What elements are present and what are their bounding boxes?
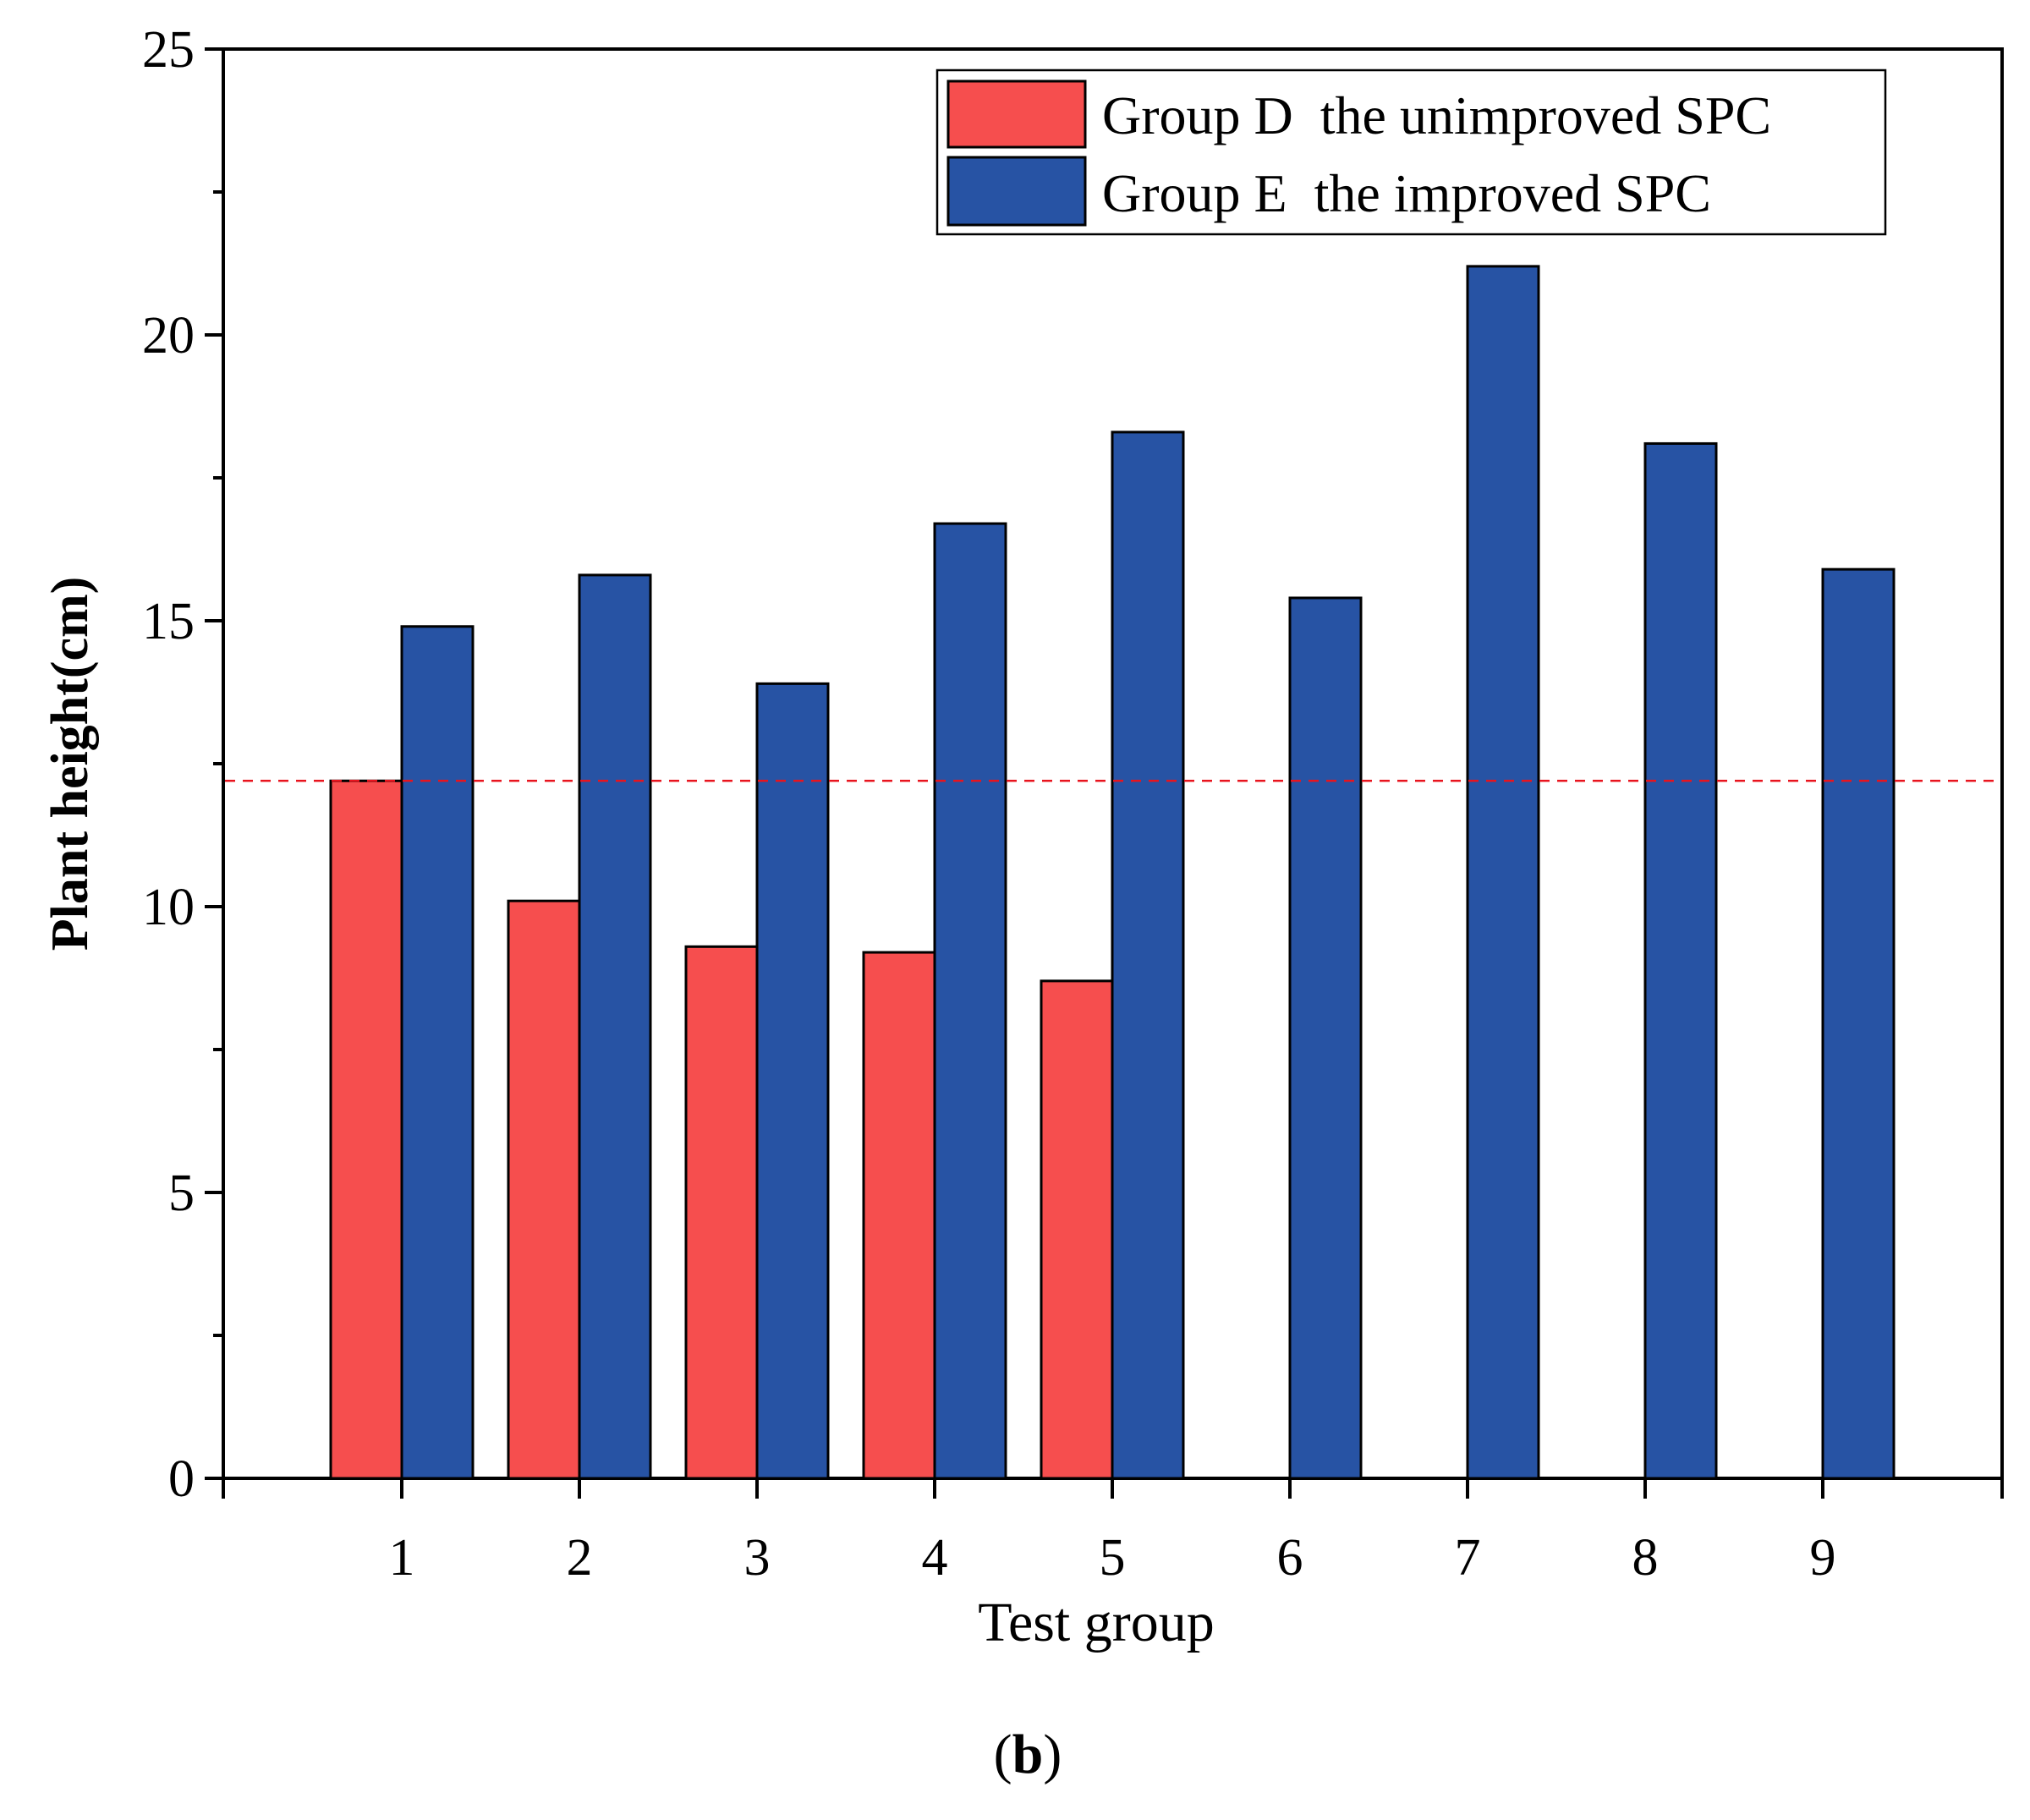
x-tick-label-1: 1 <box>389 1529 415 1587</box>
bar-group-e-9 <box>1821 567 1896 1480</box>
y-tick-label-20: 20 <box>142 307 195 365</box>
bars-group <box>329 265 1896 1480</box>
legend-label-group-d: Group D the unimproved SPC <box>1102 85 1771 145</box>
x-tick-label-9: 9 <box>1810 1529 1836 1587</box>
legend-swatch-group-d <box>946 79 1087 149</box>
bar-group-d-1 <box>329 779 403 1480</box>
caption-open: ( <box>994 1724 1012 1785</box>
caption-label: b <box>1012 1724 1044 1785</box>
bar-group-d-2 <box>507 899 581 1480</box>
y-tick-label-25: 25 <box>142 21 195 79</box>
bar-group-e-1 <box>400 625 475 1480</box>
y-tick-label-10: 10 <box>142 879 195 936</box>
legend: Group D the unimproved SPC Group E the i… <box>935 69 1887 236</box>
x-tick-label-2: 2 <box>567 1529 593 1587</box>
legend-swatch-group-e <box>946 156 1087 227</box>
x-tick-label-3: 3 <box>744 1529 771 1587</box>
legend-label-group-e: Group E the improved SPC <box>1102 163 1711 223</box>
y-axis-title: Plant height(cm) <box>41 577 99 951</box>
y-tick-label-15: 15 <box>142 593 195 650</box>
y-tick-label-5: 5 <box>168 1165 195 1222</box>
x-tick-label-7: 7 <box>1455 1529 1481 1587</box>
x-axis-title: Test group <box>978 1592 1215 1653</box>
bar-group-e-7 <box>1466 265 1540 1480</box>
bar-group-e-5 <box>1111 430 1185 1480</box>
bar-group-e-3 <box>755 682 830 1480</box>
x-tick-label-6: 6 <box>1277 1529 1303 1587</box>
caption-close: ) <box>1043 1724 1062 1785</box>
y-axis-ticks: 0 5 10 15 20 25 <box>142 21 223 1508</box>
x-axis-ticks: 1 2 3 4 5 6 7 8 9 <box>222 1478 2004 1587</box>
bar-group-d-5 <box>1040 979 1114 1480</box>
bar-group-e-8 <box>1643 441 1718 1480</box>
y-tick-label-0: 0 <box>168 1450 195 1508</box>
x-tick-label-5: 5 <box>1100 1529 1126 1587</box>
x-tick-label-8: 8 <box>1632 1529 1659 1587</box>
bar-group-e-4 <box>933 522 1007 1480</box>
bar-group-e-2 <box>578 573 652 1480</box>
legend-box <box>935 69 1887 236</box>
bar-group-d-3 <box>684 945 759 1480</box>
figure-caption: (b) <box>994 1724 1062 1785</box>
x-tick-label-4: 4 <box>922 1529 948 1587</box>
bar-group-e-6 <box>1288 596 1363 1480</box>
bar-group-d-4 <box>862 951 936 1480</box>
